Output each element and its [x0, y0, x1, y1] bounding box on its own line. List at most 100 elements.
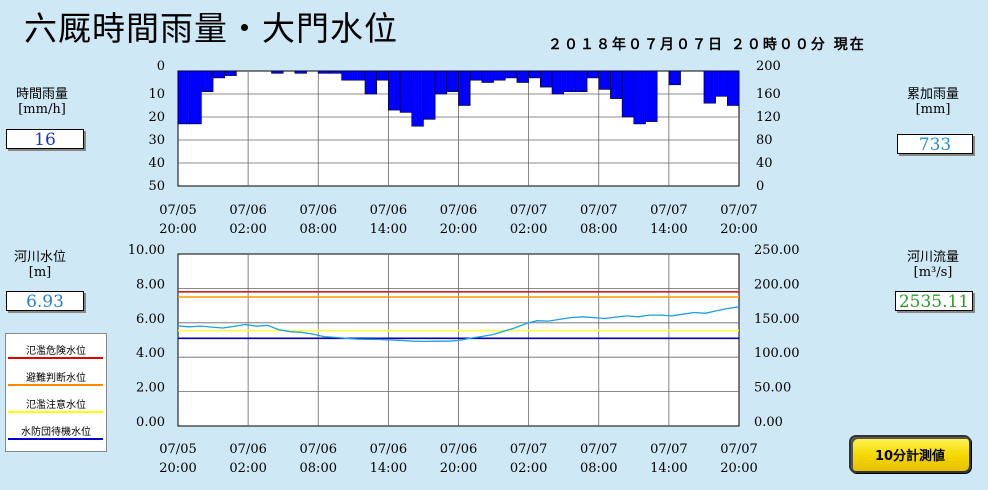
level-x-tick-time: 02:00	[229, 461, 266, 476]
cumulative-rain-label: 累加雨量	[906, 87, 959, 102]
rain-bar	[528, 70, 541, 79]
rain-bar	[575, 70, 588, 93]
rain-x-tick-time: 02:00	[510, 222, 547, 237]
level-x-tick-date: 07/07	[510, 442, 547, 457]
rain-x-tick-time: 14:00	[370, 222, 407, 237]
rain-bar	[294, 70, 307, 74]
level-x-tick-date: 07/06	[440, 442, 477, 457]
rain-bar	[317, 70, 331, 74]
legend-caution-label: 氾濫注意水位	[26, 400, 86, 411]
legend-evac-label: 避難判断水位	[26, 373, 86, 384]
river-level-label: 河川水位	[13, 250, 66, 265]
rain-x-tick-date: 07/07	[580, 203, 617, 218]
level-x-tick-time: 20:00	[159, 461, 196, 476]
rain-bar	[376, 70, 389, 81]
cumulative-rain-unit: [mm]	[915, 102, 951, 117]
river-level-chart: 10.00 8.00 6.00 4.00 2.00 0.00 250.00 200.00 150…	[128, 243, 800, 476]
rain-bar	[493, 70, 506, 81]
level-x-tick-time: 20:00	[720, 461, 757, 476]
cumulative-rain-value: 733	[897, 134, 973, 154]
rain-bar	[645, 70, 658, 122]
river-flow-value: 2535.11	[895, 291, 973, 311]
legend-standby-line	[8, 438, 103, 440]
rain-bar	[399, 70, 413, 113]
level-right-tick: 100.00	[754, 346, 800, 361]
rain-bar	[329, 70, 342, 74]
level-left-tick: 2.00	[136, 381, 165, 396]
rain-bar	[563, 70, 576, 93]
legend-danger-line	[8, 357, 103, 359]
rain-left-tick: 40	[148, 156, 165, 171]
rain-bar	[540, 70, 553, 88]
rain-bar	[423, 70, 436, 120]
level-x-tick-date: 07/06	[370, 442, 407, 457]
level-right-tick: 50.00	[754, 381, 791, 396]
rain-bar	[516, 70, 529, 83]
rain-bar	[224, 70, 237, 76]
rain-x-tick-date: 07/07	[510, 203, 547, 218]
rain-x-tick-time: 02:00	[229, 222, 266, 237]
rain-x-tick-time: 20:00	[720, 222, 757, 237]
rain-bar	[633, 70, 646, 125]
rain-bar	[504, 70, 518, 79]
level-right-tick: 250.00	[754, 243, 800, 258]
rain-x-tick-date: 07/06	[370, 203, 407, 218]
rain-bar	[388, 70, 401, 111]
level-right-tick: 150.00	[754, 312, 800, 327]
rain-x-tick-time: 20:00	[440, 222, 477, 237]
rain-bar	[668, 70, 681, 86]
river-flow-label: 河川流量	[906, 250, 959, 265]
rain-x-tick-date: 07/07	[720, 203, 757, 218]
hourly-rain-chart: 0 10 20 30 40 50 200 160 120 80 40 0 07/05 20:00 07/06…	[148, 59, 780, 237]
rain-right-tick: 40	[756, 156, 773, 171]
level-x-tick-date: 07/07	[720, 442, 757, 457]
rain-bar	[598, 70, 611, 90]
level-left-tick: 10.00	[128, 243, 165, 258]
rain-bar	[212, 70, 226, 79]
rain-bar	[703, 70, 716, 104]
ten-minute-data-button[interactable]: 10分計測値	[849, 435, 971, 473]
rain-bar	[177, 70, 190, 125]
legend-evac-line	[8, 384, 103, 386]
rain-x-tick-time: 14:00	[650, 222, 687, 237]
rain-left-tick: 20	[148, 110, 165, 125]
level-x-tick-time: 14:00	[370, 461, 407, 476]
rain-bar	[446, 70, 459, 93]
level-x-tick-date: 07/05	[159, 442, 196, 457]
rain-left-tick: 0	[157, 59, 165, 74]
rain-left-tick: 30	[148, 133, 165, 148]
rain-x-tick-date: 07/06	[440, 203, 477, 218]
rain-bar	[715, 70, 728, 97]
rain-left-tick: 50	[148, 179, 165, 194]
level-left-tick: 0.00	[136, 415, 165, 430]
rain-x-tick-time: 08:00	[300, 222, 337, 237]
level-series-line	[177, 306, 740, 343]
rain-x-tick-time: 20:00	[159, 222, 196, 237]
hourly-rain-value: 16	[6, 129, 84, 149]
rain-bar	[353, 70, 366, 81]
rain-bar	[201, 70, 214, 93]
rain-bar	[481, 70, 494, 83]
rain-right-tick: 80	[756, 133, 773, 148]
hourly-rain-unit: [mm/h]	[18, 102, 66, 117]
river-level-unit: [m]	[28, 265, 52, 280]
rain-bar	[551, 70, 564, 95]
rain-bar	[189, 70, 202, 125]
level-x-tick-time: 14:00	[650, 461, 687, 476]
rain-right-tick: 0	[756, 179, 764, 194]
legend-standby-label: 水防団待機水位	[21, 427, 91, 438]
level-left-tick: 8.00	[136, 277, 165, 292]
rain-bar	[341, 70, 354, 81]
rain-x-tick-date: 07/07	[650, 203, 687, 218]
page-title: 六厩時間雨量・大門水位	[24, 9, 398, 48]
hourly-rain-label: 時間雨量	[15, 87, 68, 102]
level-x-tick-date: 07/06	[229, 442, 266, 457]
level-right-tick: 0.00	[754, 415, 783, 430]
level-left-tick: 6.00	[136, 312, 165, 327]
level-x-tick-time: 20:00	[440, 461, 477, 476]
rain-left-tick: 10	[148, 87, 165, 102]
current-datetime: ２０１８年０７月０７日 ２０時００分 現在	[548, 37, 866, 53]
level-x-tick-date: 07/06	[300, 442, 337, 457]
rain-bar	[411, 70, 424, 127]
